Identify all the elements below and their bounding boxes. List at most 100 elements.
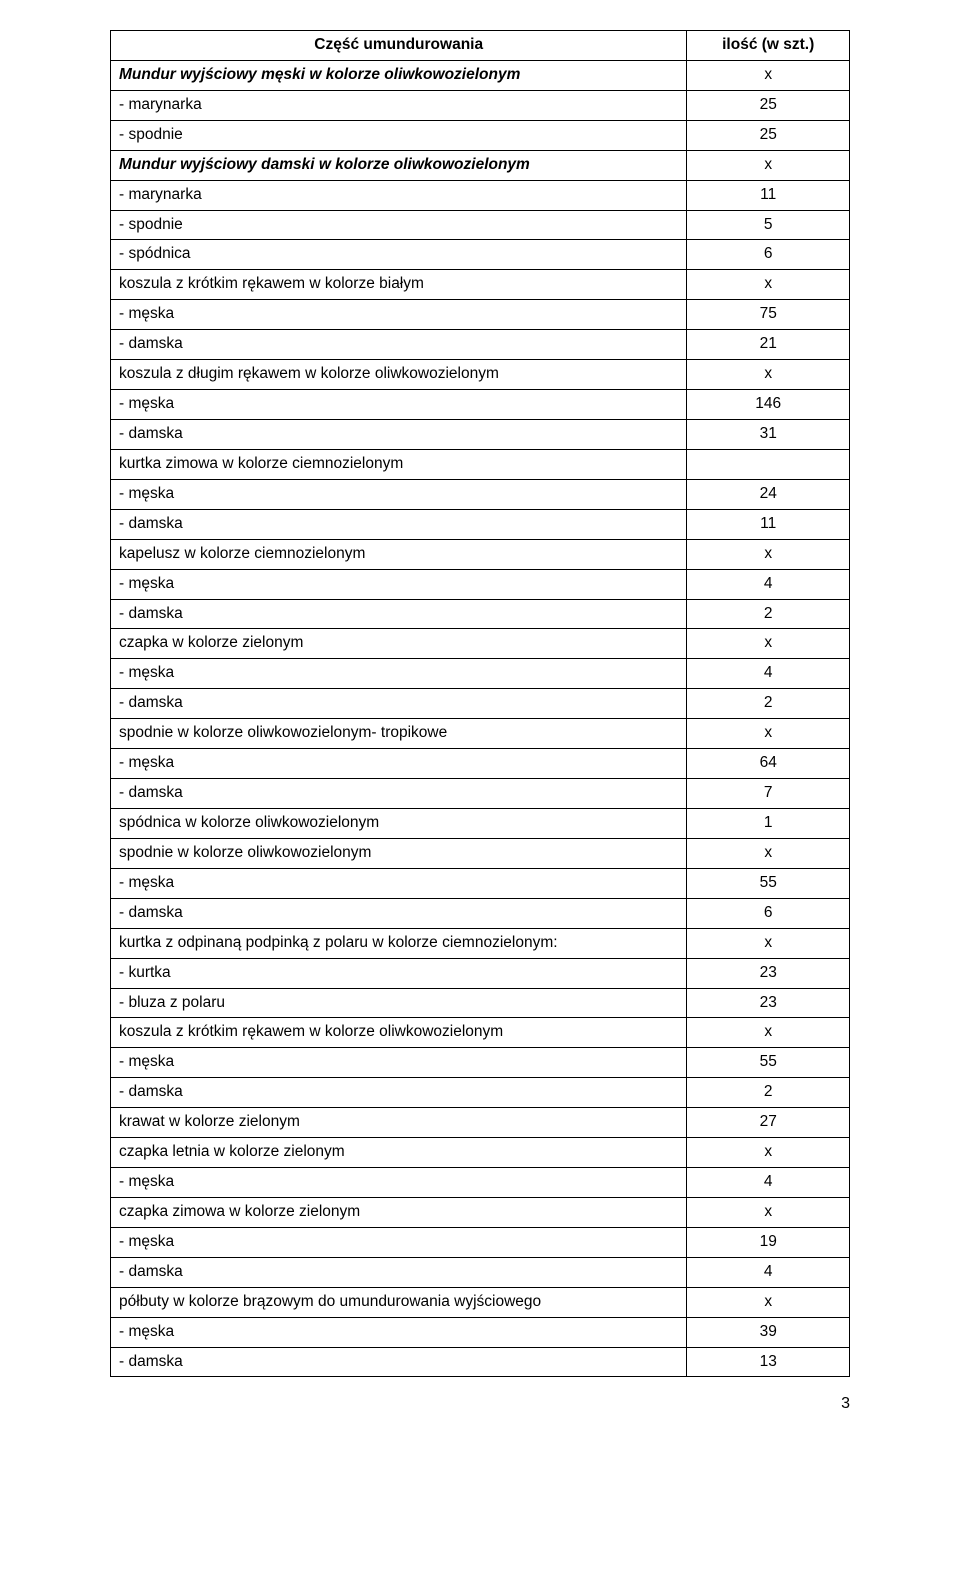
table-row: kurtka zimowa w kolorze ciemnozielonym [111, 449, 850, 479]
row-value: 4 [687, 569, 850, 599]
row-value: x [687, 270, 850, 300]
row-label: - damska [111, 779, 687, 809]
row-value: 19 [687, 1227, 850, 1257]
table-row: - męska146 [111, 390, 850, 420]
table-row: - kurtka23 [111, 958, 850, 988]
table-row: - męska55 [111, 1048, 850, 1078]
row-value: x [687, 719, 850, 749]
row-label: - męska [111, 868, 687, 898]
row-value: 7 [687, 779, 850, 809]
row-value: x [687, 1138, 850, 1168]
table-row: półbuty w kolorze brązowym do umundurowa… [111, 1287, 850, 1317]
table-row: - marynarka25 [111, 90, 850, 120]
row-value: x [687, 1197, 850, 1227]
table-row: spódnica w kolorze oliwkowozielonym1 [111, 808, 850, 838]
row-label: - marynarka [111, 90, 687, 120]
row-label: - męska [111, 1168, 687, 1198]
row-value: 31 [687, 419, 850, 449]
header-label: Część umundurowania [111, 31, 687, 61]
table-row: koszula z krótkim rękawem w kolorze biał… [111, 270, 850, 300]
row-label: - marynarka [111, 180, 687, 210]
row-value: 6 [687, 240, 850, 270]
table-row: kurtka z odpinaną podpinką z polaru w ko… [111, 928, 850, 958]
row-value: x [687, 629, 850, 659]
table-row: - męska24 [111, 479, 850, 509]
table-row: - damska6 [111, 898, 850, 928]
uniform-parts-table: Część umundurowaniailość (w szt.)Mundur … [110, 30, 850, 1377]
table-row: - męska4 [111, 659, 850, 689]
header-value: ilość (w szt.) [687, 31, 850, 61]
row-label: - męska [111, 300, 687, 330]
row-value: 4 [687, 659, 850, 689]
table-row: - męska19 [111, 1227, 850, 1257]
row-value: 4 [687, 1168, 850, 1198]
table-row: - damska2 [111, 689, 850, 719]
row-label: - damska [111, 898, 687, 928]
table-row: koszula z długim rękawem w kolorze oliwk… [111, 360, 850, 390]
table-row: - męska75 [111, 300, 850, 330]
row-label: - damska [111, 1257, 687, 1287]
table-row: koszula z krótkim rękawem w kolorze oliw… [111, 1018, 850, 1048]
row-label: - damska [111, 1347, 687, 1377]
table-header-row: Część umundurowaniailość (w szt.) [111, 31, 850, 61]
table-row: - męska39 [111, 1317, 850, 1347]
table-row: spodnie w kolorze oliwkowozielonymx [111, 838, 850, 868]
row-value: 11 [687, 509, 850, 539]
row-label: - męska [111, 749, 687, 779]
row-label: koszula z krótkim rękawem w kolorze oliw… [111, 1018, 687, 1048]
table-row: - marynarka11 [111, 180, 850, 210]
table-row: spodnie w kolorze oliwkowozielonym- trop… [111, 719, 850, 749]
table-row: czapka w kolorze zielonymx [111, 629, 850, 659]
row-value: 1 [687, 808, 850, 838]
table-row: - damska4 [111, 1257, 850, 1287]
row-label: - męska [111, 479, 687, 509]
table-row: czapka letnia w kolorze zielonymx [111, 1138, 850, 1168]
row-value: x [687, 1018, 850, 1048]
table-row: krawat w kolorze zielonym27 [111, 1108, 850, 1138]
row-label: spodnie w kolorze oliwkowozielonym [111, 838, 687, 868]
row-label: czapka zimowa w kolorze zielonym [111, 1197, 687, 1227]
row-value: x [687, 838, 850, 868]
row-value [687, 449, 850, 479]
table-row: - damska2 [111, 599, 850, 629]
table-row: - damska13 [111, 1347, 850, 1377]
row-label: czapka letnia w kolorze zielonym [111, 1138, 687, 1168]
row-label: koszula z krótkim rękawem w kolorze biał… [111, 270, 687, 300]
row-label: - damska [111, 419, 687, 449]
row-label: - męska [111, 1227, 687, 1257]
row-label: - damska [111, 599, 687, 629]
row-value: x [687, 1287, 850, 1317]
row-label: - damska [111, 689, 687, 719]
row-value: 146 [687, 390, 850, 420]
table-row: Mundur wyjściowy damski w kolorze oliwko… [111, 150, 850, 180]
table-row: - męska55 [111, 868, 850, 898]
row-label: - męska [111, 1317, 687, 1347]
row-label: - bluza z polaru [111, 988, 687, 1018]
table-row: - spodnie5 [111, 210, 850, 240]
row-label: półbuty w kolorze brązowym do umundurowa… [111, 1287, 687, 1317]
row-label: koszula z długim rękawem w kolorze oliwk… [111, 360, 687, 390]
row-value: x [687, 539, 850, 569]
row-value: x [687, 150, 850, 180]
row-label: kurtka z odpinaną podpinką z polaru w ko… [111, 928, 687, 958]
row-value: 2 [687, 1078, 850, 1108]
table-row: kapelusz w kolorze ciemnozielonymx [111, 539, 850, 569]
table-row: - spodnie25 [111, 120, 850, 150]
row-label: - damska [111, 330, 687, 360]
table-row: - damska31 [111, 419, 850, 449]
row-label: - męska [111, 390, 687, 420]
row-label: - męska [111, 1048, 687, 1078]
document-page: Część umundurowaniailość (w szt.)Mundur … [0, 0, 960, 1453]
row-value: 23 [687, 958, 850, 988]
row-label: - damska [111, 509, 687, 539]
row-label: kurtka zimowa w kolorze ciemnozielonym [111, 449, 687, 479]
row-label: krawat w kolorze zielonym [111, 1108, 687, 1138]
table-row: Mundur wyjściowy męski w kolorze oliwkow… [111, 60, 850, 90]
table-row: - damska21 [111, 330, 850, 360]
row-label: - spodnie [111, 120, 687, 150]
row-label: - kurtka [111, 958, 687, 988]
page-number: 3 [110, 1377, 850, 1413]
row-label: Mundur wyjściowy męski w kolorze oliwkow… [111, 60, 687, 90]
row-label: - spódnica [111, 240, 687, 270]
row-label: - damska [111, 1078, 687, 1108]
